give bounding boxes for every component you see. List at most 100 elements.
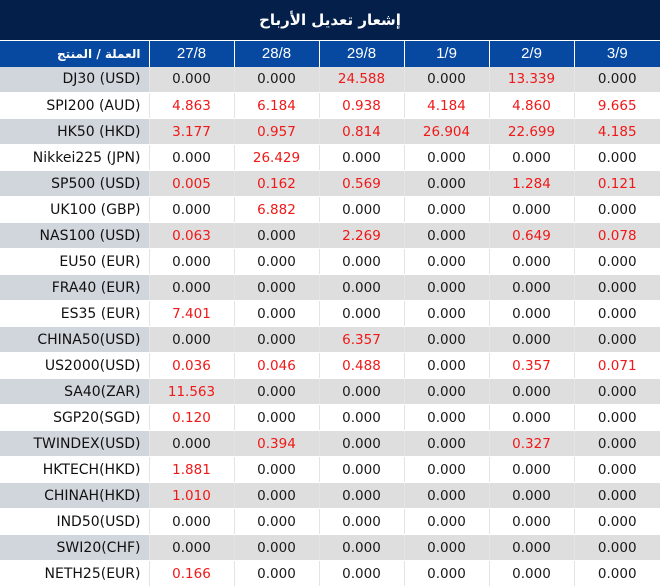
value-cell: 0.000 — [573, 144, 660, 171]
value-cell: 0.000 — [318, 404, 404, 431]
value-cell: 0.569 — [318, 170, 404, 197]
value-cell: 0.000 — [318, 144, 404, 171]
product-cell: ES35 (EUR) — [0, 300, 149, 327]
value-cell: 0.000 — [148, 326, 234, 353]
value-cell: 0.000 — [233, 300, 319, 327]
dividend-adjustment-table: العملة / المنتج 27/8 28/8 29/8 1/9 2/9 3… — [0, 40, 660, 587]
value-cell: 0.000 — [318, 508, 404, 535]
value-cell: 0.000 — [403, 560, 489, 587]
value-cell: 0.063 — [148, 222, 234, 249]
value-cell: 0.000 — [488, 144, 574, 171]
value-cell: 0.000 — [318, 196, 404, 223]
page-title: إشعار تعديل الأرباح — [0, 0, 660, 40]
value-cell: 0.000 — [403, 404, 489, 431]
value-cell: 0.000 — [233, 534, 319, 561]
table-row: EU50 (EUR) 0.000 0.000 0.000 0.000 0.000 0.000 — [0, 248, 660, 275]
product-cell: TWINDEX(USD) — [0, 430, 149, 457]
value-cell: 0.000 — [233, 66, 319, 93]
product-cell: IND50(USD) — [0, 508, 149, 535]
value-cell: 1.881 — [148, 456, 234, 483]
value-cell: 0.046 — [233, 352, 319, 379]
product-cell: SP500 (USD) — [0, 170, 149, 197]
table-row: FRA40 (EUR) 0.000 0.000 0.000 0.000 0.000 0.00… — [0, 274, 660, 301]
value-cell: 0.000 — [233, 508, 319, 535]
table-row: Nikkei225 (JPN) 0.000 26.429 0.000 0.000 0.00… — [0, 144, 660, 171]
value-cell: 0.000 — [573, 196, 660, 223]
value-cell: 9.665 — [573, 92, 660, 119]
value-cell: 0.957 — [233, 118, 319, 145]
value-cell: 0.000 — [318, 274, 404, 301]
value-cell: 0.000 — [148, 430, 234, 457]
table-row: SA40(ZAR) 11.563 0.000 0.000 0.000 0.000 0.000 — [0, 378, 660, 405]
value-cell: 4.863 — [148, 92, 234, 119]
value-cell: 4.184 — [403, 92, 489, 119]
table-row: HKTECH(HKD) 1.881 0.000 0.000 0.000 0.000 0.00… — [0, 456, 660, 483]
value-cell: 0.000 — [488, 326, 574, 353]
value-cell: 0.000 — [233, 560, 319, 587]
value-cell: 26.904 — [403, 118, 489, 145]
table-body: DJ30 (USD) 0.000 0.000 24.588 0.000 13.339 0.0… — [0, 66, 660, 587]
value-cell: 0.000 — [488, 378, 574, 405]
value-cell: 0.000 — [573, 456, 660, 483]
product-cell: NETH25(EUR) — [0, 560, 149, 587]
value-cell: 0.000 — [318, 248, 404, 275]
value-cell: 0.000 — [403, 456, 489, 483]
table-row: IND50(USD) 0.000 0.000 0.000 0.000 0.000 0.000 — [0, 508, 660, 535]
product-cell: US2000(USD) — [0, 352, 149, 379]
value-cell: 0.000 — [403, 66, 489, 93]
value-cell: 0.000 — [403, 378, 489, 405]
header-date: 2/9 — [488, 40, 574, 67]
value-cell: 0.000 — [233, 274, 319, 301]
value-cell: 0.000 — [488, 404, 574, 431]
value-cell: 0.488 — [318, 352, 404, 379]
value-cell: 0.357 — [488, 352, 574, 379]
header-product: العملة / المنتج — [0, 40, 149, 67]
value-cell: 0.000 — [403, 170, 489, 197]
table-row: NETH25(EUR) 0.166 0.000 0.000 0.000 0.000 0.00… — [0, 560, 660, 587]
value-cell: 0.000 — [148, 274, 234, 301]
product-cell: Nikkei225 (JPN) — [0, 144, 149, 171]
value-cell: 0.000 — [318, 430, 404, 457]
value-cell: 0.000 — [488, 456, 574, 483]
header-date: 27/8 — [148, 40, 234, 67]
value-cell: 0.000 — [573, 378, 660, 405]
product-cell: SA40(ZAR) — [0, 378, 149, 405]
value-cell: 0.000 — [488, 300, 574, 327]
header-date: 28/8 — [233, 40, 319, 67]
value-cell: 0.000 — [573, 508, 660, 535]
value-cell: 0.000 — [318, 482, 404, 509]
value-cell: 0.000 — [318, 378, 404, 405]
product-cell: NAS100 (USD) — [0, 222, 149, 249]
value-cell: 0.000 — [233, 326, 319, 353]
value-cell: 0.000 — [573, 66, 660, 93]
value-cell: 0.000 — [403, 352, 489, 379]
table-row: UK100 (GBP) 0.000 6.882 0.000 0.000 0.000 0.00… — [0, 196, 660, 223]
value-cell: 0.166 — [148, 560, 234, 587]
product-cell: EU50 (EUR) — [0, 248, 149, 275]
value-cell: 0.000 — [573, 482, 660, 509]
value-cell: 0.000 — [318, 456, 404, 483]
value-cell: 1.284 — [488, 170, 574, 197]
value-cell: 0.000 — [403, 534, 489, 561]
value-cell: 3.177 — [148, 118, 234, 145]
value-cell: 0.000 — [488, 274, 574, 301]
value-cell: 2.269 — [318, 222, 404, 249]
value-cell: 0.000 — [148, 144, 234, 171]
value-cell: 0.000 — [403, 274, 489, 301]
table-row: TWINDEX(USD) 0.000 0.394 0.000 0.000 0.327 0.0… — [0, 430, 660, 457]
value-cell: 0.394 — [233, 430, 319, 457]
value-cell: 0.000 — [488, 508, 574, 535]
table-row: US2000(USD) 0.036 0.046 0.488 0.000 0.357 0.07… — [0, 352, 660, 379]
value-cell: 0.120 — [148, 404, 234, 431]
value-cell: 7.401 — [148, 300, 234, 327]
table-row: CHINA50(USD) 0.000 0.000 6.357 0.000 0.000 0.0… — [0, 326, 660, 353]
table-row: SGP20(SGD) 0.120 0.000 0.000 0.000 0.000 0.000 — [0, 404, 660, 431]
table-row: HK50 (HKD) 3.177 0.957 0.814 26.904 22.699 4.1… — [0, 118, 660, 145]
value-cell: 0.000 — [573, 248, 660, 275]
value-cell: 0.036 — [148, 352, 234, 379]
value-cell: 0.000 — [403, 196, 489, 223]
value-cell: 0.000 — [488, 482, 574, 509]
value-cell: 4.185 — [573, 118, 660, 145]
product-cell: HKTECH(HKD) — [0, 456, 149, 483]
value-cell: 0.000 — [403, 144, 489, 171]
